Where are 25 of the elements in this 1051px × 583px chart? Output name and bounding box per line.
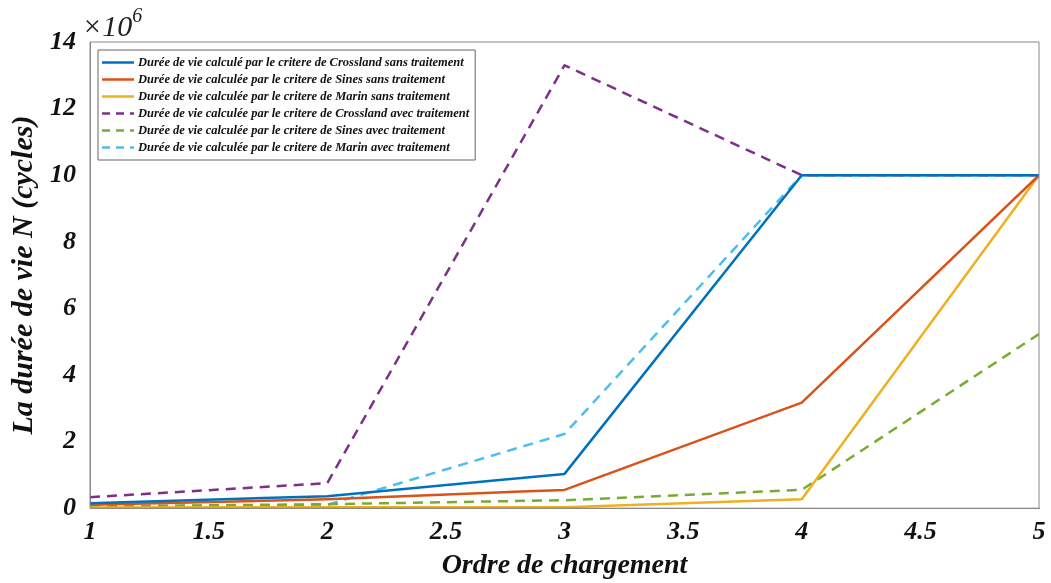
x-axis-title: Ordre de chargement (441, 548, 689, 580)
x-tick-label: 4 (794, 515, 809, 545)
y-tick-label: 4 (62, 358, 76, 388)
y-tick-label: 2 (62, 425, 76, 455)
x-tick-label: 1.5 (192, 515, 225, 545)
y-tick-label: 6 (63, 292, 76, 322)
x-tick-label: 3.5 (665, 515, 700, 545)
x-tick-label: 2 (319, 515, 334, 545)
legend-label: Durée de vie calculée par le critere de Sines sans traitement (137, 71, 446, 86)
y-tick-label: 8 (63, 225, 76, 255)
x-tick-label: 2.5 (428, 515, 463, 545)
x-tick-label: 1 (83, 515, 97, 545)
legend-label: Durée de vie calculée par le critere de Crossland avec traitement (137, 105, 470, 120)
y-tick-label: 0 (63, 491, 76, 521)
y-axis-title: La durée de vie N (cycles) (4, 115, 39, 436)
y-tick-label: 12 (50, 92, 76, 122)
x-tick-label: 3 (557, 515, 571, 545)
legend-label: Durée de vie calculée par le critere de Sines avec traitement (137, 122, 446, 137)
legend-label: Durée de vie calculé par le critere de Crossland sans traitement (137, 54, 465, 69)
x-tick-label: 5 (1032, 515, 1046, 545)
legend-label: Durée de vie calculée par le critere de Marin sans traitement (137, 88, 451, 103)
y-tick-label: 14 (50, 25, 76, 55)
x-tick-label: 4.5 (903, 515, 937, 545)
y-tick-label: 10 (50, 158, 76, 188)
legend-label: Durée de vie calculée par le critere de Marin avec traitement (137, 139, 451, 154)
